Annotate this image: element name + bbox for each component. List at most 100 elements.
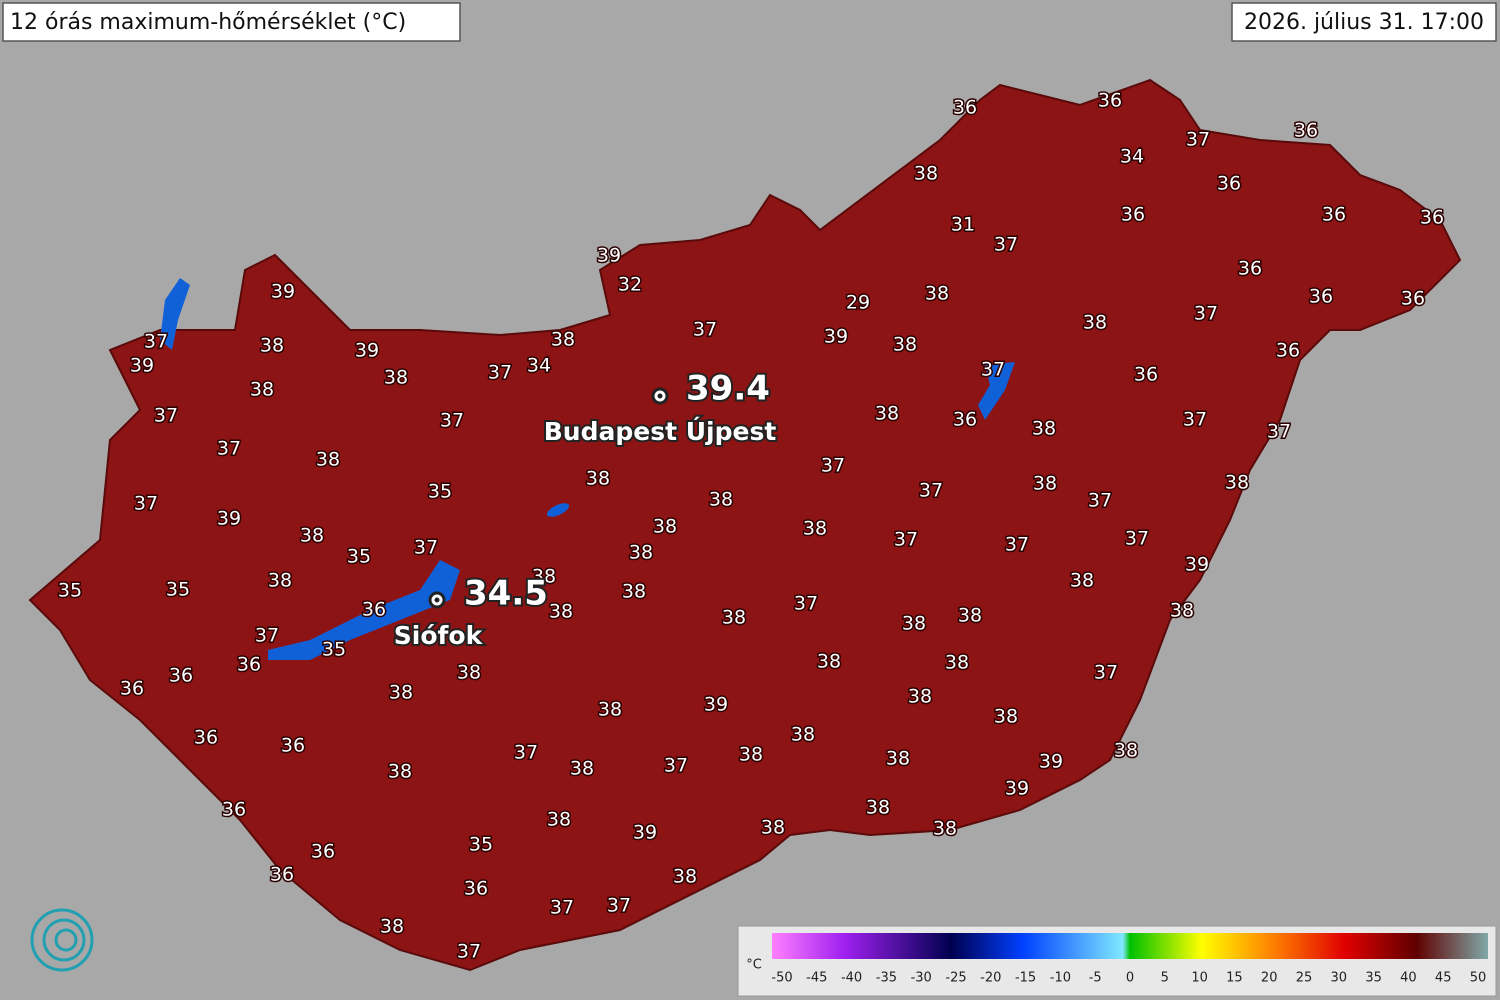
temperature-label: 37 [1267,421,1291,443]
temperature-label: 39 [1005,778,1029,800]
temperature-label: 36 [1238,258,1262,280]
station-value: 34.5 [464,574,548,614]
temperature-label: 37 [414,537,438,559]
temperature-label: 36 [464,878,488,900]
temperature-label: 38 [547,809,571,831]
temperature-label: 39 [217,508,241,530]
label-layer: 36 36 37 36 34 38 36 36 36 36 31 37 39 36 32 29 38 36 36 39… [56,88,1445,964]
temperature-label: 35 [322,639,346,661]
temperature-label: 38 [791,724,815,746]
legend-tick-label: 0 [1126,971,1134,986]
temperature-label: 38 [250,379,274,401]
temperature-label: 36 [1217,173,1241,195]
temperature-label: 37 [664,755,688,777]
temperature-label: 36 [1276,340,1300,362]
temperature-label: 36 [362,599,386,621]
temperature-label: 38 [549,601,573,623]
temperature-label: 38 [933,818,957,840]
temperature-label: 38 [886,748,910,770]
temperature-label: 37 [894,529,918,551]
temperature-label: 38 [1032,418,1056,440]
temperature-label: 39 [1185,554,1209,576]
temperature-label: 36 [953,409,977,431]
temperature-label: 37 [488,362,512,384]
legend-unit: °C [746,958,762,973]
temperature-label: 35 [469,834,493,856]
temperature-label: 38 [551,329,575,351]
temperature-label: 37 [994,234,1018,256]
temperature-label: 38 [316,449,340,471]
temperature-label: 38 [1033,473,1057,495]
temperature-label: 36 [1322,204,1346,226]
temperature-label: 38 [945,652,969,674]
temperature-label: 38 [1070,570,1094,592]
temperature-label: 37 [1088,490,1112,512]
title: 12 órás maximum-hőmérséklet (°C) [10,10,406,35]
legend-tick-label: -30 [911,971,932,986]
temperature-label: 37 [821,455,845,477]
temperature-label: 39 [597,245,621,267]
legend-tick-label: 35 [1365,971,1382,986]
temperature-label: 35 [166,579,190,601]
temperature-label: 37 [457,941,481,963]
legend-tick-label: -25 [945,971,966,986]
legend-tick-label: 50 [1470,971,1487,986]
temperature-label: 38 [875,403,899,425]
temperature-label: 37 [217,438,241,460]
temperature-label: 38 [586,468,610,490]
temperature-label: 38 [260,335,284,357]
legend-tick-label: 15 [1226,971,1243,986]
temperature-label: 38 [1114,740,1138,762]
legend-tick-label: -10 [1050,971,1071,986]
temperature-label: 38 [908,686,932,708]
temperature-label: 29 [846,292,870,314]
temperature-label: 38 [629,542,653,564]
logo [30,908,94,972]
temperature-label: 38 [722,607,746,629]
temperature-label: 38 [622,581,646,603]
station-name: Siófok [394,621,484,650]
temperature-label: 34 [1120,146,1144,168]
temperature-label: 38 [739,744,763,766]
temperature-label: 36 [1134,364,1158,386]
legend-colorbar [772,933,1488,959]
temperature-label: 35 [428,481,452,503]
temperature-label: 37 [919,480,943,502]
legend-tick-label: -35 [876,971,897,986]
temperature-label: 36 [194,727,218,749]
temperature-label: 37 [607,895,631,917]
lake-ferto [160,278,190,350]
temperature-label: 39 [704,694,728,716]
temperature-label: 37 [1125,528,1149,550]
temperature-label: 36 [120,678,144,700]
temperature-label: 39 [824,326,848,348]
temperature-label: 38 [761,817,785,839]
temperature-label: 38 [893,334,917,356]
station-name: Budapest Újpest [544,416,777,446]
temperature-label: 38 [300,525,324,547]
temperature-label: 36 [1420,207,1444,229]
legend-tick-label: 45 [1435,971,1452,986]
temperature-label: 38 [817,651,841,673]
temperature-label: 37 [514,742,538,764]
legend-tick-label: -50 [771,971,792,986]
temperature-label: 39 [130,355,154,377]
temperature-label: 36 [237,654,261,676]
temperature-label: 35 [58,580,82,602]
temperature-label: 36 [311,841,335,863]
temperature-label: 32 [618,274,642,296]
temperature-label: 34 [527,355,551,377]
temperature-label: 38 [958,605,982,627]
legend-tick-label: 30 [1331,971,1348,986]
temperature-label: 37 [794,593,818,615]
legend-tick-label: -40 [841,971,862,986]
station-dot [657,393,663,399]
temperature-label: 39 [271,281,295,303]
temperature-label: 37 [1183,409,1207,431]
temperature-label: 36 [1121,204,1145,226]
temperature-label: 36 [281,735,305,757]
temperature-label: 38 [570,758,594,780]
lake-balaton [268,560,460,660]
title-box [2,2,461,42]
temperature-label: 36 [270,864,294,886]
